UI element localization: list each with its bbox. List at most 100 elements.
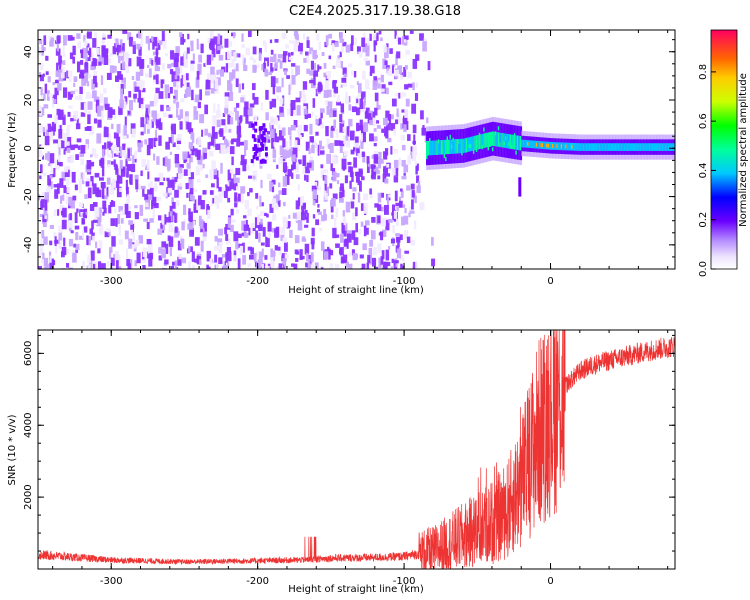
heatmap-cell — [58, 72, 64, 82]
heatmap-cell — [355, 142, 359, 148]
heatmap-cell — [104, 231, 110, 238]
heatmap-cell — [345, 201, 351, 213]
heatmap-cell — [420, 110, 424, 120]
heatmap-cell — [333, 218, 337, 228]
heatmap-cell — [118, 225, 121, 236]
heatmap-cell — [162, 268, 167, 269]
heatmap-cell — [45, 55, 49, 61]
tone-core — [660, 143, 663, 151]
heatmap-cell — [42, 214, 46, 219]
heatmap-cell — [214, 78, 219, 90]
heatmap-cell — [147, 242, 153, 254]
heatmap-cell — [230, 219, 236, 223]
heatmap-cell — [390, 146, 393, 155]
tone-core — [588, 143, 591, 151]
heatmap-cell — [185, 182, 189, 190]
heatmap-cell — [109, 185, 114, 195]
tone-core — [566, 142, 569, 151]
heatmap-cell — [196, 71, 200, 80]
heatmap-cell — [227, 80, 231, 91]
heatmap-cell — [310, 60, 315, 70]
heatmap-cell — [104, 142, 107, 150]
heatmap-cell — [86, 160, 92, 170]
heatmap-cell — [356, 98, 359, 104]
heatmap-cell — [360, 203, 364, 211]
heatmap-cell — [431, 237, 434, 246]
heatmap-cell — [94, 153, 99, 159]
heatmap-cell — [255, 149, 259, 154]
heatmap-cell — [130, 223, 135, 230]
heatmap-cell — [258, 232, 261, 243]
heatmap-cell — [228, 62, 233, 68]
heatmap-cell — [108, 107, 113, 118]
heatmap-cell — [405, 49, 410, 55]
heatmap-cell — [263, 159, 267, 164]
heatmap-cell — [191, 89, 194, 101]
heatmap-cell — [49, 175, 53, 179]
heatmap-cell — [229, 83, 233, 95]
heatmap-cell — [66, 127, 70, 139]
heatmap-cell — [281, 127, 286, 136]
heatmap-cell — [360, 125, 366, 136]
heatmap-cell — [91, 79, 95, 90]
x-tick-label: 0 — [547, 276, 553, 287]
tone-core — [515, 135, 518, 150]
heatmap-cell — [352, 147, 356, 152]
heatmap-cell — [310, 137, 314, 143]
heatmap-cell — [194, 237, 200, 246]
heatmap-cell — [255, 64, 260, 69]
heatmap-cell — [349, 180, 352, 189]
heatmap-cell — [291, 75, 296, 85]
heatmap-cell — [39, 105, 42, 116]
heatmap-cell — [186, 86, 191, 97]
heatmap-cell — [240, 154, 245, 163]
heatmap-cell — [94, 32, 97, 39]
heatmap-cell — [208, 150, 214, 157]
heatmap-cell — [247, 246, 253, 251]
heatmap-cell — [114, 114, 117, 119]
heatmap-cell — [386, 163, 390, 168]
heatmap-cell — [233, 31, 236, 39]
heatmap-cell — [237, 116, 242, 124]
heatmap-cell — [383, 166, 388, 175]
heatmap-cell — [74, 212, 78, 224]
heatmap-cell — [293, 119, 298, 128]
heatmap-cell — [367, 113, 373, 124]
heatmap-cell — [333, 156, 338, 164]
heatmap-cell — [287, 108, 291, 116]
heatmap-cell — [159, 40, 163, 45]
heatmap-cell — [272, 84, 276, 95]
heatmap-cell — [371, 216, 376, 223]
heatmap-cell — [49, 255, 52, 263]
heatmap-cell — [174, 260, 177, 269]
heatmap-cell — [317, 144, 321, 156]
heatmap-cell — [139, 79, 143, 91]
heatmap-cell — [62, 53, 66, 57]
heatmap-cell — [47, 151, 50, 162]
heatmap-cell — [326, 105, 330, 115]
heatmap-cell — [414, 261, 417, 269]
heatmap-cell — [144, 139, 148, 145]
tone-core — [592, 143, 596, 151]
heatmap-cell — [341, 77, 347, 83]
heatmap-cell — [177, 184, 183, 190]
heatmap-cell — [393, 267, 398, 269]
heatmap-cell — [75, 154, 79, 160]
heatmap-cell — [228, 128, 232, 133]
heatmap-cell — [99, 224, 104, 235]
heatmap-cell — [314, 181, 318, 188]
heatmap-cell — [73, 110, 79, 120]
heatmap-cell — [341, 222, 345, 233]
heatmap-cell — [318, 85, 323, 91]
heatmap-cell — [209, 169, 213, 180]
heatmap-cell — [340, 103, 345, 113]
heatmap-cell — [227, 217, 231, 229]
heatmap-cell — [191, 132, 195, 144]
heatmap-cell — [84, 62, 89, 74]
heatmap-cell — [172, 212, 176, 216]
heatmap-cell — [327, 248, 331, 260]
heatmap-cell — [136, 56, 142, 67]
heatmap-cell — [100, 109, 104, 120]
heatmap-cell — [142, 187, 145, 197]
heatmap-cell — [134, 260, 137, 267]
